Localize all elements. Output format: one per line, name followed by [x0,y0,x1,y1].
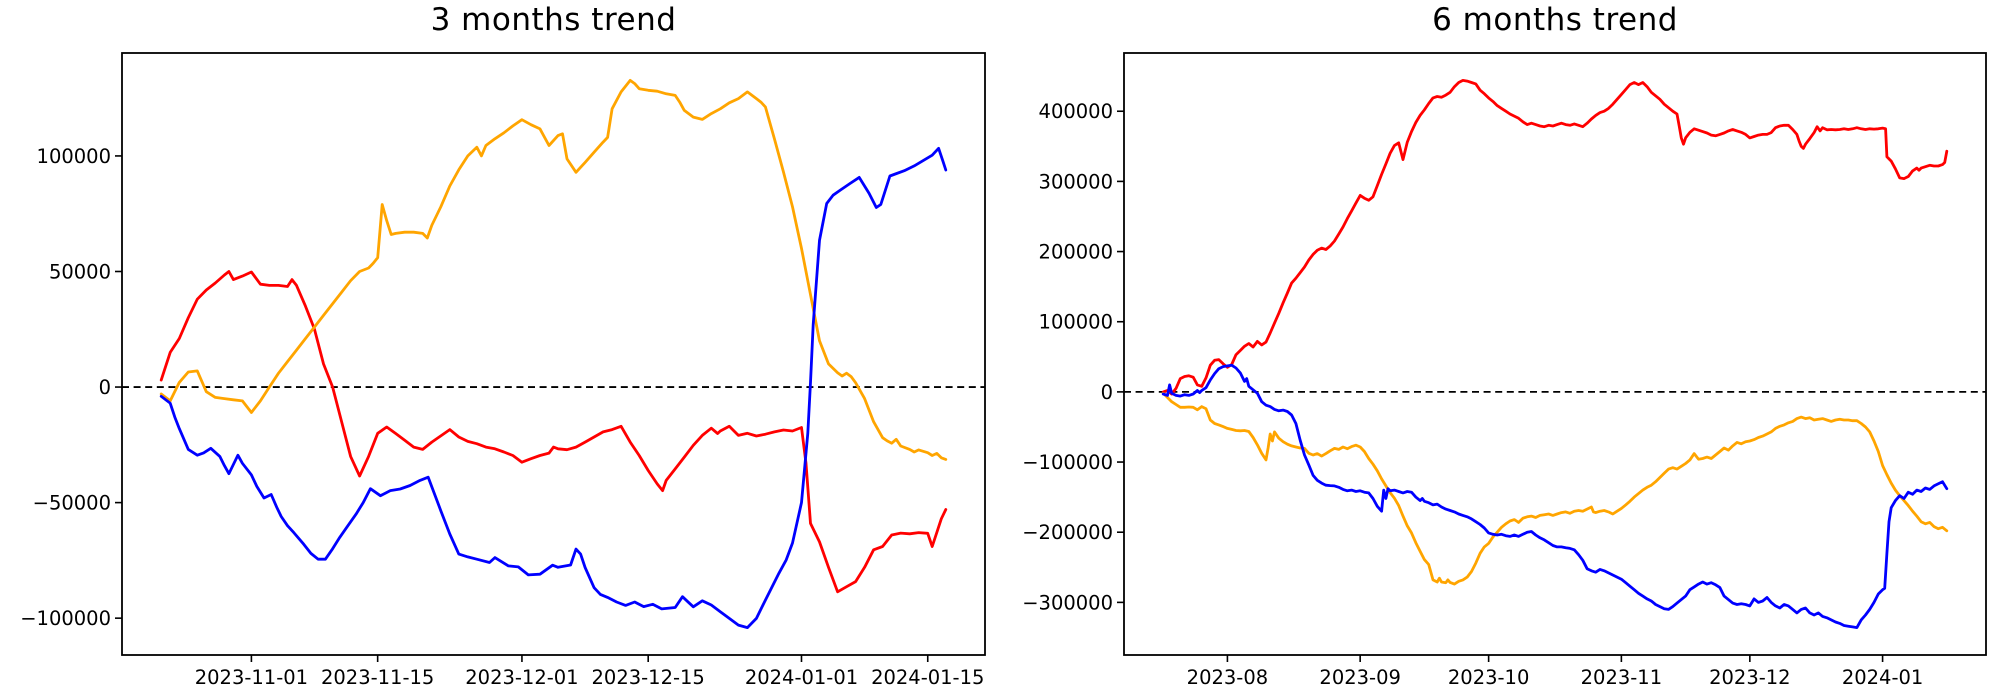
left-y-tick-label: −50000 [33,492,111,515]
right-x-tick-label: 2024-01 [1842,666,1923,689]
left-x-tick-label: 2024-01-15 [871,666,984,689]
right-x-tick-label: 2023-09 [1319,666,1400,689]
left-x-tick-label: 2023-12-15 [592,666,705,689]
right-y-tick-label: −100000 [1022,451,1113,474]
right-x-tick-label: 2023-08 [1187,666,1268,689]
right-series-blue-line [1161,363,1949,629]
left-x-tick-label: 2023-11-01 [195,666,308,689]
right-y-tick-label: −300000 [1022,591,1113,614]
left-x-tick-label: 2023-12-01 [465,666,578,689]
left-axes-frame [121,52,986,656]
right-series-orange-line [1161,391,1949,586]
right-chart: 2023-08 2023-09 2023-10 2023-11 2023-12 2024-… [1022,52,1987,689]
right-y-tick-label: 400000 [1039,100,1113,123]
right-y-tick-label: 100000 [1039,311,1113,334]
left-series-blue-line [159,146,948,629]
right-chart-title: 6 months trend [1432,2,1678,38]
left-y-tick-label: 50000 [49,260,111,283]
right-y-tick-label: 200000 [1039,241,1113,264]
left-series-red-line [159,270,948,594]
left-series-orange-line [159,79,948,461]
right-axes-frame [1123,52,1987,656]
right-y-tick-label: 0 [1101,381,1113,404]
left-y-tick-label: −100000 [20,607,111,630]
right-x-tick-label: 2023-10 [1448,666,1529,689]
right-x-tick-label: 2023-12 [1709,666,1790,689]
right-y-tick-label: 300000 [1039,170,1113,193]
left-y-tick-label: 100000 [37,145,111,168]
left-y-tick-label: 0 [99,376,111,399]
right-x-tick-label: 2023-11 [1581,666,1662,689]
right-series-red-line [1161,79,1949,396]
left-chart: 2023-11-01 2023-11-15 2023-12-01 2023-12-15… [20,52,986,689]
left-chart-title: 3 months trend [430,2,677,38]
left-x-tick-label: 2024-01-01 [745,666,858,689]
left-x-tick-label: 2023-11-15 [321,666,434,689]
right-y-tick-label: −200000 [1022,521,1113,544]
